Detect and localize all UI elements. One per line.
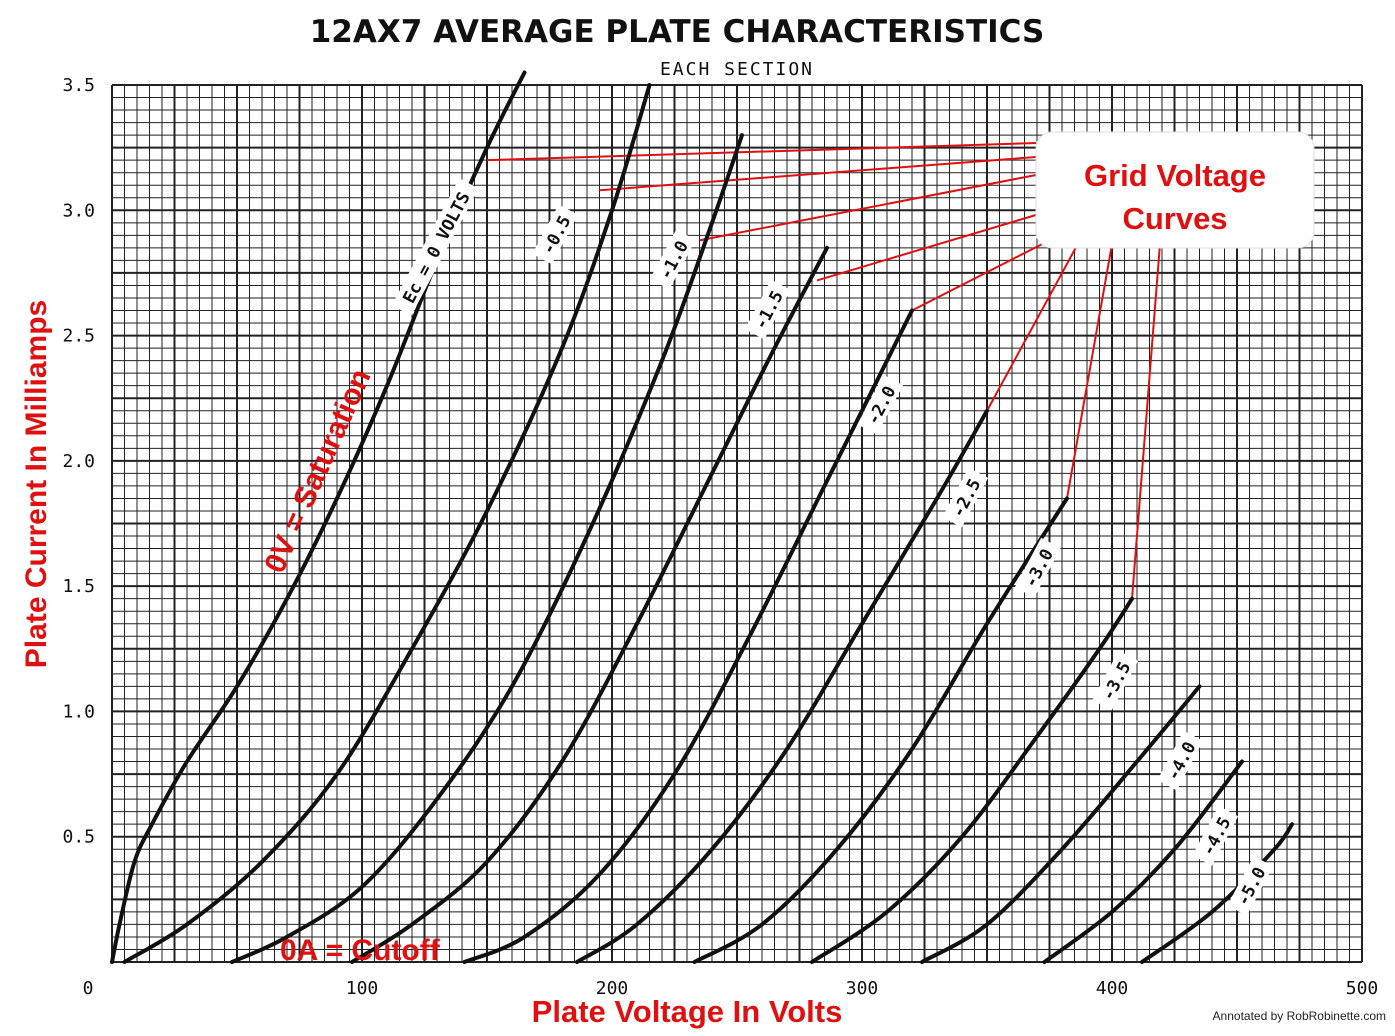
x-tick-label: 100 (346, 978, 379, 999)
curve-label-bg (744, 279, 791, 340)
tick-labels: 0 100 200 300 400 500 0.5 1.0 1.5 2.0 2.5 3.0 3.5 (62, 75, 1378, 999)
curve-2 (230, 133, 744, 964)
curve-label-bg (391, 178, 479, 316)
leader-line-3 (816, 214, 1037, 282)
annotation-leader-lines (486, 142, 1161, 599)
callout-line-1: Grid Voltage (1084, 158, 1266, 193)
curve-label-bg (1157, 730, 1204, 791)
curve-7 (810, 596, 1134, 964)
curve-6 (692, 496, 1069, 964)
y-tick-label: 1.5 (62, 576, 95, 597)
leader-line-7 (1131, 243, 1161, 599)
x-tick-label: 300 (846, 978, 879, 999)
y-axis-label: Plate Current In Milliamps (20, 300, 53, 668)
leader-line-1 (599, 156, 1037, 192)
x-tick-label: 400 (1096, 978, 1129, 999)
y-tick-label: 0.5 (62, 827, 95, 848)
y-tick-label: 2.0 (62, 451, 95, 472)
curve-label-bg (857, 374, 904, 435)
grid-voltage-callout: Grid Voltage Curves (1035, 131, 1315, 249)
cutoff-annotation: 0A = Cutoff (280, 934, 441, 967)
curve-label-bg (1192, 805, 1239, 866)
y-tick-label: 3.5 (62, 75, 95, 96)
saturation-annotation: 0V = Saturation (258, 364, 377, 578)
leader-line-4 (911, 235, 1059, 312)
curve-3 (350, 245, 829, 964)
y-tick-label: 3.0 (62, 200, 95, 221)
leader-line-5 (986, 239, 1081, 412)
curve-label-bg (1014, 537, 1061, 598)
curve-label-0: Ec = 0 VOLTS (391, 178, 479, 316)
callout-line-2: Curves (1122, 201, 1227, 236)
curve-label-bg (942, 467, 989, 528)
chart-title: 12AX7 AVERAGE PLATE CHARACTERISTICS (310, 14, 1045, 50)
curve-9 (1042, 759, 1244, 964)
grid-voltage-curves (110, 70, 1294, 964)
curve-label-10: -5.0 (1227, 855, 1274, 916)
chart-subtitle: EACH SECTION (660, 59, 814, 80)
x-tick-label: 500 (1346, 978, 1379, 999)
y-tick-label: 2.5 (62, 326, 95, 347)
curve-label-bg (1092, 650, 1139, 711)
curve-label-bg (649, 229, 696, 290)
curve-label-bg (532, 204, 579, 265)
curve-8 (920, 684, 1202, 964)
leader-line-6 (1066, 243, 1113, 499)
callout-box (1035, 131, 1315, 249)
curve-4 (462, 308, 914, 964)
curve-5 (575, 408, 989, 964)
y-tick-label: 1.0 (62, 701, 95, 722)
leader-line-2 (699, 174, 1037, 242)
grid (111, 84, 1363, 963)
x-axis-label: Plate Voltage In Volts (532, 994, 843, 1029)
curve-label-bg (1227, 855, 1274, 916)
x-tick-label: 200 (596, 978, 629, 999)
curve-label-8: -4.0 (1157, 730, 1204, 791)
credit-text: Annotated by RobRobinette.com (1213, 1009, 1386, 1023)
x-tick-label: 0 (83, 978, 94, 999)
leader-line-0 (486, 142, 1037, 162)
curve-label-2: -1.0 (649, 229, 696, 290)
curve-label-1: -0.5 (532, 204, 579, 265)
curve-1 (122, 83, 652, 964)
